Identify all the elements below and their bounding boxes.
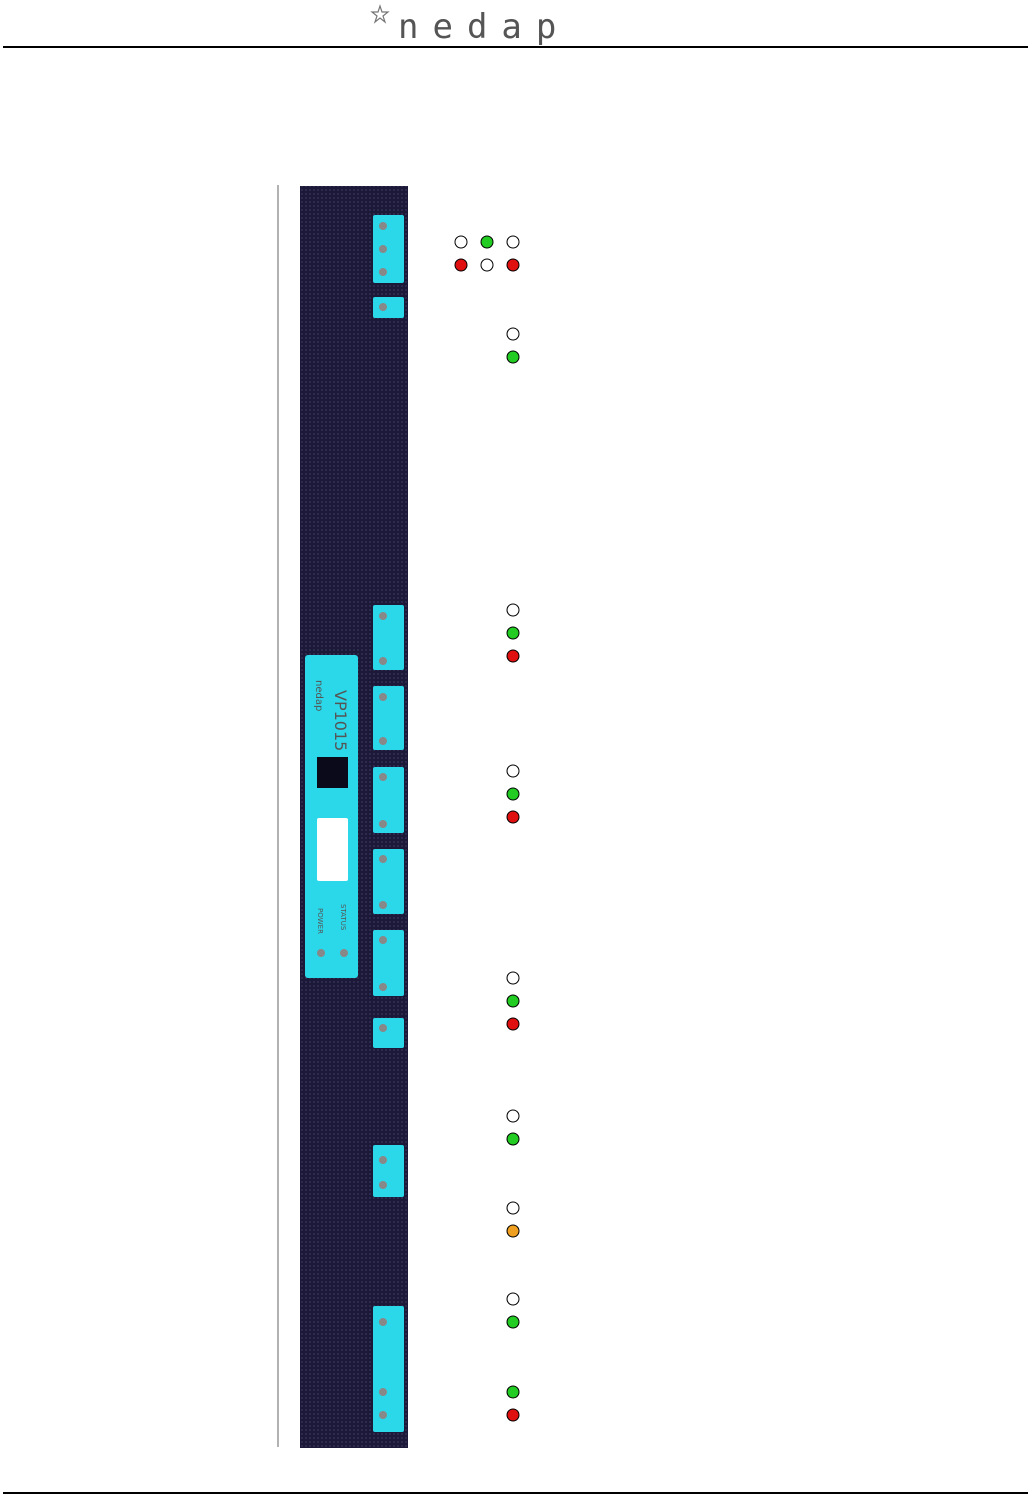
label-area [317,818,348,881]
logo: nedap [370,4,570,47]
status-led [340,949,348,957]
power-led [317,949,325,957]
device-brand: nedap [313,680,324,711]
led-states [454,235,520,1422]
panel-leds [379,222,387,1419]
led-label: STATUS [339,904,347,931]
device-model: VP1015 [331,690,350,751]
display-window [317,757,348,788]
display-block [305,655,358,978]
led-label: POWER [316,908,324,934]
indicator-blocks [373,215,404,1432]
logo-text: nedap [398,7,570,47]
